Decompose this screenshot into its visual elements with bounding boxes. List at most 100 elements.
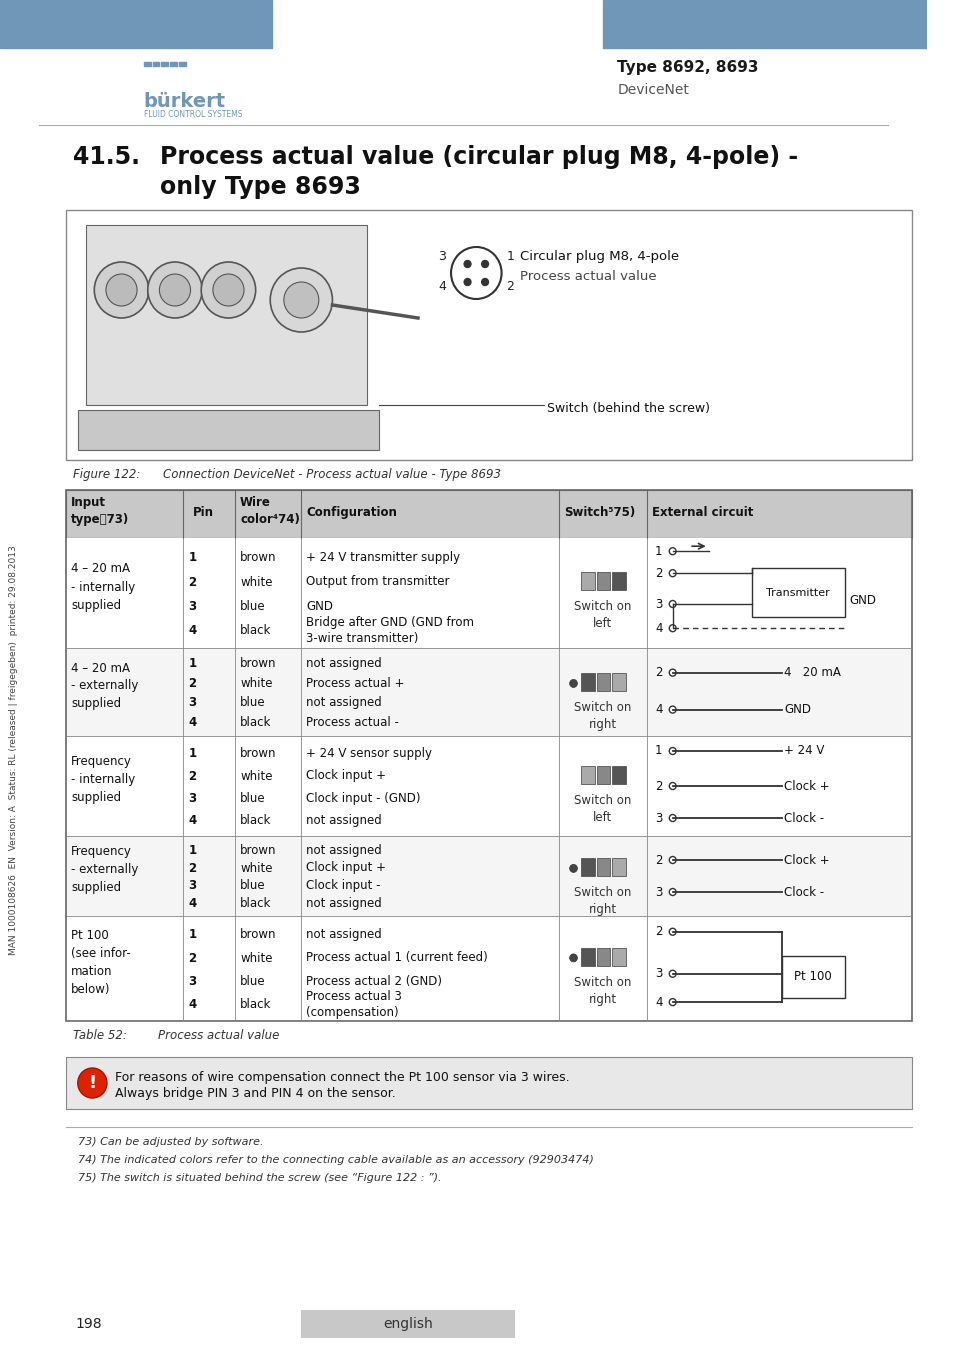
Text: Type 8692, 8693: Type 8692, 8693 xyxy=(617,59,758,76)
Text: blue: blue xyxy=(240,697,266,709)
Text: 4 – 20 mA
- externally
supplied: 4 – 20 mA - externally supplied xyxy=(71,662,138,710)
Text: 2: 2 xyxy=(655,779,662,792)
Text: 4: 4 xyxy=(188,625,196,637)
Bar xyxy=(580,674,595,691)
Text: GND: GND xyxy=(849,594,876,608)
Text: 198: 198 xyxy=(75,1318,102,1331)
Text: 1: 1 xyxy=(188,657,196,670)
Text: Process actual 2 (GND): Process actual 2 (GND) xyxy=(306,975,442,988)
Text: brown: brown xyxy=(240,929,276,941)
Text: 2: 2 xyxy=(188,769,196,783)
Text: 3: 3 xyxy=(655,967,661,980)
Text: Process actual 1 (current feed): Process actual 1 (current feed) xyxy=(306,952,487,964)
Text: DeviceNet: DeviceNet xyxy=(617,82,688,97)
Text: Transmitter: Transmitter xyxy=(765,587,829,598)
Text: brown: brown xyxy=(240,551,276,564)
Text: blue: blue xyxy=(240,879,266,892)
Text: 2: 2 xyxy=(655,666,662,679)
Bar xyxy=(580,765,595,784)
Bar xyxy=(144,62,151,66)
Text: FLUID CONTROL SYSTEMS: FLUID CONTROL SYSTEMS xyxy=(144,109,242,119)
Text: Output from transmitter: Output from transmitter xyxy=(306,575,449,589)
Bar xyxy=(612,948,625,965)
Circle shape xyxy=(669,999,676,1006)
Bar xyxy=(301,1310,515,1338)
Bar xyxy=(597,948,610,965)
Circle shape xyxy=(569,954,577,963)
Text: brown: brown xyxy=(240,844,276,857)
Text: 3: 3 xyxy=(188,697,196,709)
Text: GND: GND xyxy=(783,703,811,716)
Text: + 24 V: + 24 V xyxy=(783,744,824,757)
Text: Table 52:: Table 52: xyxy=(72,1029,127,1042)
Circle shape xyxy=(669,856,676,864)
Circle shape xyxy=(451,247,501,298)
Text: 3: 3 xyxy=(655,811,661,825)
Text: 4: 4 xyxy=(655,995,662,1008)
Text: white: white xyxy=(240,676,273,690)
Text: bürkert: bürkert xyxy=(144,92,226,111)
Text: 74) The indicated colors refer to the connecting cable available as an accessory: 74) The indicated colors refer to the co… xyxy=(78,1156,593,1165)
Bar xyxy=(178,62,186,66)
Bar xyxy=(612,859,625,876)
Text: blue: blue xyxy=(240,599,266,613)
Bar xyxy=(66,1057,911,1108)
Circle shape xyxy=(94,262,149,319)
Text: 1: 1 xyxy=(188,551,196,564)
Text: + 24 V sensor supply: + 24 V sensor supply xyxy=(306,748,432,760)
Text: Connection DeviceNet - Process actual value - Type 8693: Connection DeviceNet - Process actual va… xyxy=(163,468,500,481)
Bar xyxy=(612,572,625,590)
Text: Process actual value (circular plug M8, 4-pole) -: Process actual value (circular plug M8, … xyxy=(160,144,798,169)
Bar xyxy=(580,572,595,590)
Bar xyxy=(597,572,610,590)
Text: Switch on
right: Switch on right xyxy=(574,887,631,917)
Bar xyxy=(66,836,911,917)
Bar xyxy=(0,0,272,49)
Circle shape xyxy=(148,262,202,319)
Text: not assigned: not assigned xyxy=(306,844,381,857)
Text: !: ! xyxy=(89,1075,96,1092)
Bar xyxy=(66,736,911,836)
Text: Pt 100
(see infor-
mation
below): Pt 100 (see infor- mation below) xyxy=(71,929,131,996)
Circle shape xyxy=(106,274,137,306)
Text: not assigned: not assigned xyxy=(306,697,381,709)
Text: white: white xyxy=(240,861,273,875)
Circle shape xyxy=(669,748,676,755)
Text: 2: 2 xyxy=(188,952,196,964)
Text: not assigned: not assigned xyxy=(306,814,381,828)
Text: MAN 1000108626  EN  Version: A  Status: RL (released | freigegeben)  printed: 29: MAN 1000108626 EN Version: A Status: RL … xyxy=(10,545,18,954)
Bar xyxy=(66,490,911,1021)
Text: Clock +: Clock + xyxy=(783,779,829,792)
Text: Process actual value: Process actual value xyxy=(158,1029,279,1042)
Text: 2: 2 xyxy=(655,853,662,867)
Text: white: white xyxy=(240,575,273,589)
Circle shape xyxy=(481,261,488,267)
Circle shape xyxy=(481,278,488,285)
Bar xyxy=(170,62,176,66)
Text: 1: 1 xyxy=(655,744,662,757)
Text: 2: 2 xyxy=(188,676,196,690)
Text: black: black xyxy=(240,716,272,729)
Text: 3: 3 xyxy=(188,599,196,613)
Bar xyxy=(580,948,595,965)
Text: white: white xyxy=(240,769,273,783)
Bar xyxy=(86,225,367,405)
Circle shape xyxy=(569,679,577,687)
Text: white: white xyxy=(240,952,273,964)
Text: 2: 2 xyxy=(188,861,196,875)
Text: Frequency
- externally
supplied: Frequency - externally supplied xyxy=(71,845,138,895)
Text: Always bridge PIN 3 and PIN 4 on the sensor.: Always bridge PIN 3 and PIN 4 on the sen… xyxy=(114,1087,395,1100)
Text: Bridge after GND (GND from
3-wire transmitter): Bridge after GND (GND from 3-wire transm… xyxy=(306,617,474,645)
Text: Wire
color⁴74): Wire color⁴74) xyxy=(240,495,299,526)
Text: Process actual value: Process actual value xyxy=(519,270,656,284)
Bar xyxy=(78,410,378,450)
Bar xyxy=(161,62,168,66)
Circle shape xyxy=(201,262,255,319)
Bar xyxy=(602,0,926,49)
Text: brown: brown xyxy=(240,657,276,670)
Bar xyxy=(66,539,911,648)
Text: For reasons of wire compensation connect the Pt 100 sensor via 3 wires.: For reasons of wire compensation connect… xyxy=(114,1071,569,1084)
Text: black: black xyxy=(240,998,272,1011)
Text: Clock -: Clock - xyxy=(783,811,823,825)
Text: Pin: Pin xyxy=(193,506,213,518)
